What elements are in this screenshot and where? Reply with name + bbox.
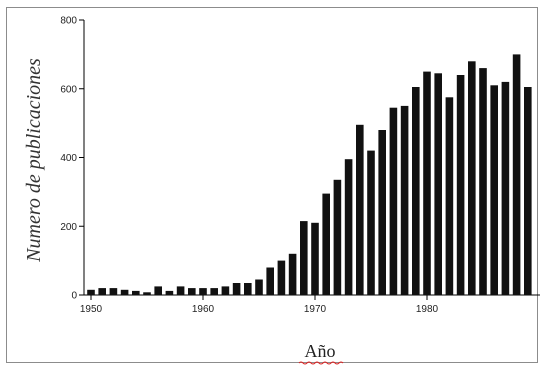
bar-1962 [221,286,230,295]
bar-1989 [524,87,532,295]
x-tick-label: 1970 [304,304,327,315]
bar-1973 [344,159,353,295]
bar-1988 [512,54,521,296]
bar-1987 [501,81,510,296]
x-tick-label: 1950 [80,304,103,315]
bar-1963 [232,283,241,295]
x-tick-label: 1980 [416,304,439,315]
bar-1966 [266,267,274,295]
bar-1975 [367,150,375,295]
spellcheck-underline [298,361,344,365]
bar-1953 [120,289,129,295]
bar-1979 [412,87,420,295]
y-tick-label: 600 [60,84,77,95]
bar-1977 [389,107,398,295]
bar-1967 [277,260,286,295]
bar-1950 [87,289,95,295]
y-tick-label: 200 [60,222,77,233]
bar-1954 [132,290,140,295]
bar-1958 [176,286,185,295]
y-ticks: 0 200 400 600 800 [60,16,84,302]
bar-1969 [300,221,308,295]
bar-1952 [109,288,118,295]
bar-1986 [490,85,498,295]
bar-1982 [445,97,454,295]
bar-1984 [468,61,476,296]
bar-1985 [479,68,487,295]
bar-1951 [98,288,106,295]
x-axis-label: Año [305,341,336,361]
bar-1983 [456,75,465,295]
bar-1980 [423,71,431,295]
y-tick-label: 400 [60,153,77,164]
bar-1959 [188,288,196,295]
bar-1976 [378,130,386,295]
bar-1974 [356,124,364,295]
bar-1960 [199,288,207,295]
y-axis-label: Numero de publicaciones [23,58,45,263]
y-tick-label: 0 [71,291,77,302]
bar-1964 [244,283,252,295]
bar-1961 [210,288,218,295]
x-tick-label: 1960 [192,304,215,315]
bar-1957 [165,290,174,295]
bars-group [87,54,532,296]
bar-1978 [400,105,409,296]
bar-1968 [288,253,297,296]
bar-1972 [333,179,342,295]
bar-1956 [154,286,162,295]
bar-1965 [255,279,263,295]
bar-1970 [311,222,319,295]
y-tick-label: 800 [60,16,77,27]
x-ticks: 1950 1960 1970 1980 [80,295,439,315]
bar-1981 [434,73,442,295]
bar-1955 [143,292,151,296]
bar-1971 [322,193,330,295]
